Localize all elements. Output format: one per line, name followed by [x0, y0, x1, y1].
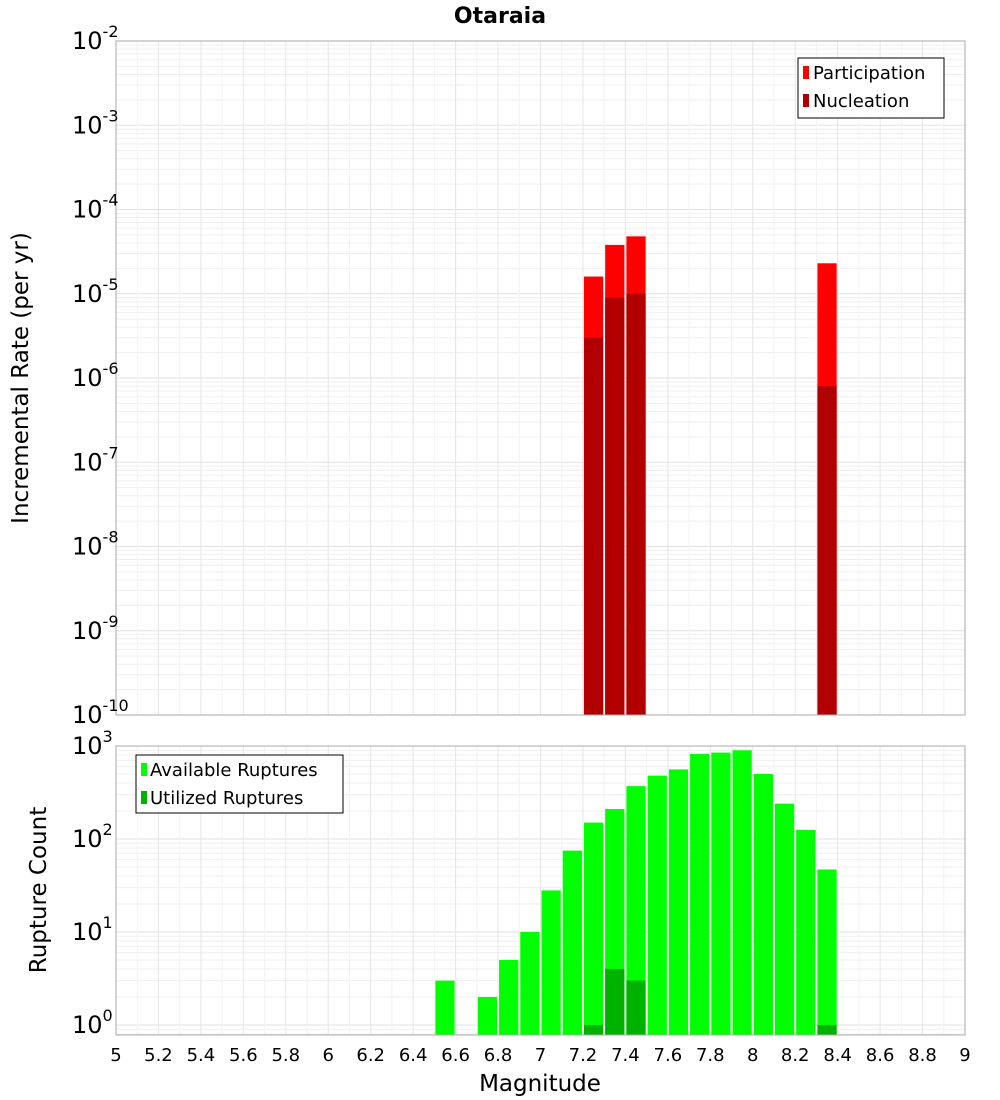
y-tick-label: 10-2 — [72, 22, 119, 55]
x-tick-label: 7.2 — [569, 1045, 598, 1066]
legend-swatch-utilized — [141, 791, 147, 804]
legend-label-nucleation: Nucleation — [813, 91, 909, 112]
count-bar-available-ruptures — [626, 786, 646, 1035]
legend-swatch-nucleation — [803, 94, 809, 107]
x-tick-label: 8.2 — [781, 1045, 810, 1066]
bottom-legend: Available Ruptures Utilized Ruptures — [135, 754, 344, 814]
top-grid — [115, 41, 966, 716]
y-tick-label: 10-6 — [72, 359, 119, 392]
count-bar-utilized-ruptures — [817, 1024, 837, 1035]
x-tick-label: 6.4 — [399, 1045, 428, 1066]
y-tick-label: 10-10 — [72, 696, 129, 729]
top-bars — [583, 236, 837, 716]
count-bar-available-ruptures — [711, 752, 731, 1035]
x-tick-label: 6.8 — [484, 1045, 513, 1066]
count-bar-utilized-ruptures — [605, 968, 625, 1035]
x-tick-label: 9 — [959, 1045, 970, 1066]
count-bar-available-ruptures — [435, 980, 455, 1035]
count-bar-available-ruptures — [541, 890, 561, 1035]
bottom-plot-frame — [115, 745, 966, 1036]
bottom-legend-box — [135, 754, 344, 814]
x-tick-label: 8.6 — [866, 1045, 895, 1066]
x-tick-label: 5.2 — [144, 1045, 173, 1066]
count-bar-available-ruptures — [796, 829, 816, 1035]
x-tick-label: 5.6 — [229, 1045, 258, 1066]
top-legend: Participation Nucleation — [797, 57, 945, 119]
count-bar-available-ruptures — [477, 996, 498, 1035]
x-tick-label: 7 — [535, 1045, 546, 1066]
rate-bar-nucleation — [817, 386, 837, 715]
count-bar-available-ruptures — [562, 850, 582, 1035]
legend-swatch-participation — [803, 66, 809, 79]
top-legend-box — [797, 57, 945, 119]
top-y-axis-label: Incremental Rate (per yr) — [8, 232, 34, 524]
y-tick-label: 10-7 — [72, 443, 119, 476]
count-bar-available-ruptures — [817, 869, 837, 1035]
y-tick-label: 101 — [72, 913, 113, 946]
rate-bar-nucleation — [605, 297, 625, 715]
count-bar-available-ruptures — [774, 803, 795, 1035]
y-tick-label: 103 — [72, 727, 113, 760]
x-tick-label: 7.6 — [654, 1045, 683, 1066]
legend-label-utilized: Utilized Ruptures — [150, 788, 303, 809]
x-tick-label: 5.4 — [187, 1045, 216, 1066]
legend-label-available: Available Ruptures — [150, 760, 318, 781]
count-bar-utilized-ruptures — [583, 1024, 604, 1035]
y-tick-label: 10-8 — [72, 528, 119, 561]
count-bar-utilized-ruptures — [626, 980, 646, 1035]
count-bar-available-ruptures — [753, 773, 773, 1035]
bottom-grid — [115, 746, 966, 1035]
y-tick-label: 102 — [72, 820, 113, 853]
x-tick-label: 8.8 — [908, 1045, 937, 1066]
x-tick-label: 7.8 — [696, 1045, 725, 1066]
y-tick-label: 10-3 — [72, 106, 119, 139]
legend-label-participation: Participation — [813, 63, 925, 84]
x-tick-label: 5 — [110, 1045, 121, 1066]
x-tick-label: 6.2 — [356, 1045, 385, 1066]
rate-bar-nucleation — [583, 337, 604, 715]
legend-swatch-available — [141, 763, 147, 776]
bottom-bars — [435, 750, 837, 1035]
x-axis-label: Magnitude — [479, 1071, 601, 1097]
x-tick-label: 8.4 — [823, 1045, 852, 1066]
y-tick-label: 100 — [72, 1006, 113, 1039]
top-plot-frame — [115, 40, 966, 716]
x-tick-label: 7.4 — [611, 1045, 640, 1066]
x-tick-label: 5.8 — [271, 1045, 300, 1066]
x-tick-label: 6.6 — [441, 1045, 470, 1066]
count-bar-available-ruptures — [520, 931, 540, 1035]
bottom-y-ticks: 100 101 102 103 — [72, 727, 113, 1039]
count-bar-available-ruptures — [690, 754, 710, 1035]
count-bar-available-ruptures — [583, 822, 604, 1035]
top-y-ticks: 10-10 10-9 10-8 10-7 10-6 10-5 10-4 10-3 10-2 — [72, 22, 129, 729]
count-bar-available-ruptures — [668, 769, 689, 1035]
count-bar-available-ruptures — [647, 775, 667, 1035]
rate-bar-nucleation — [626, 293, 646, 715]
x-tick-label: 8 — [747, 1045, 758, 1066]
chart-title: Otaraia — [454, 4, 546, 29]
x-tick-label: 6 — [323, 1045, 334, 1066]
x-ticks: 5 5.2 5.4 5.6 5.8 6 6.2 6.4 6.6 6.8 7 7.2 7.4 7.6 7.8 8… — [110, 1045, 970, 1066]
y-tick-label: 10-5 — [72, 275, 119, 308]
count-bar-available-ruptures — [499, 959, 519, 1035]
count-bar-available-ruptures — [732, 750, 752, 1035]
y-tick-label: 10-4 — [72, 191, 119, 224]
y-tick-label: 10-9 — [72, 612, 119, 645]
bottom-y-axis-label: Rupture Count — [26, 807, 52, 973]
